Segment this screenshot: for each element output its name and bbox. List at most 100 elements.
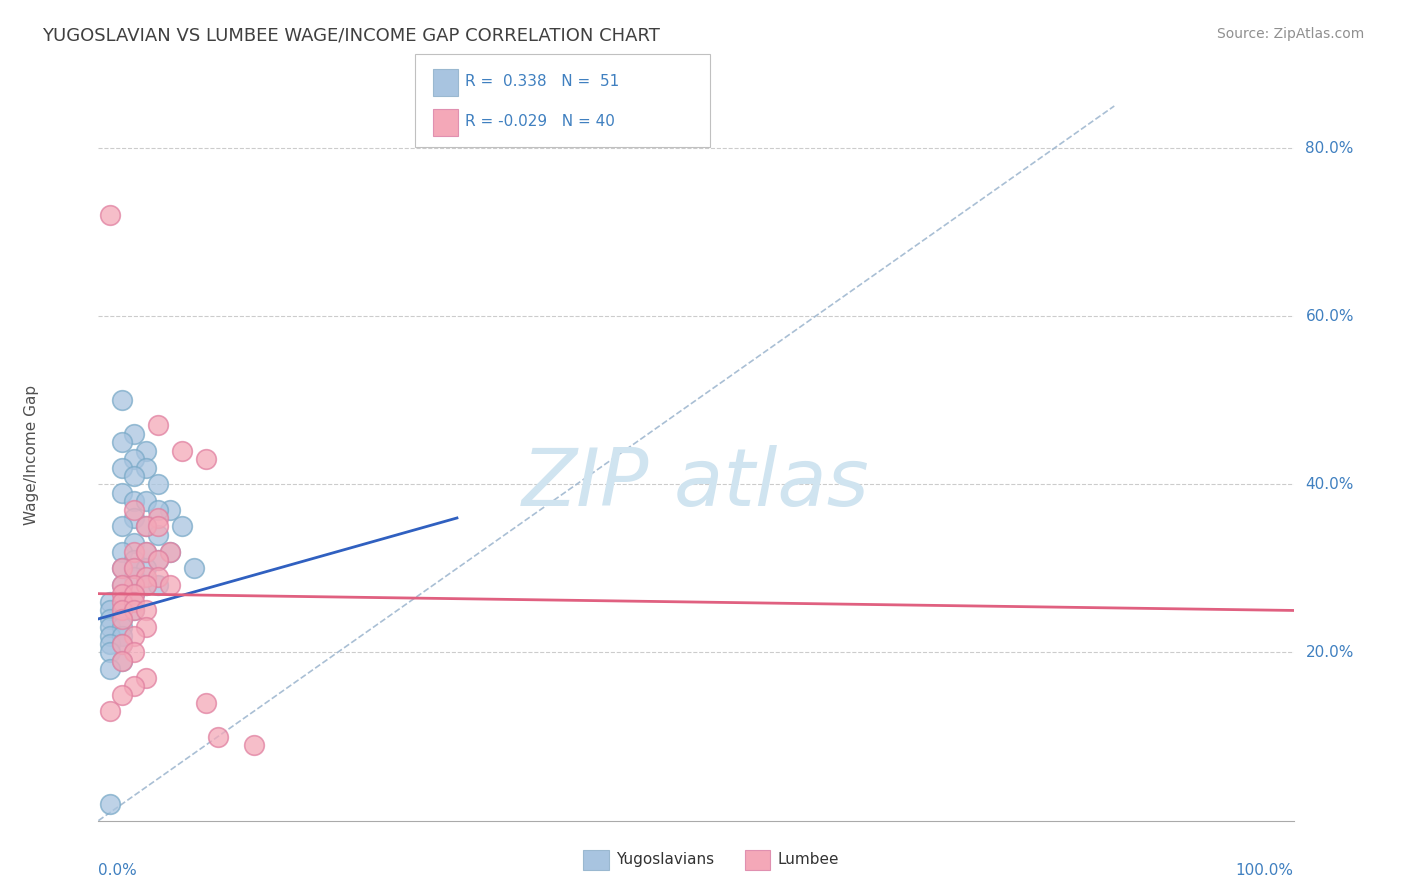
Text: 0.0%: 0.0% xyxy=(98,863,138,878)
Point xyxy=(111,595,134,609)
Text: 100.0%: 100.0% xyxy=(1236,863,1294,878)
Point xyxy=(135,578,157,592)
Text: 60.0%: 60.0% xyxy=(1305,309,1354,324)
Point xyxy=(124,544,146,558)
Point xyxy=(98,662,122,676)
Point xyxy=(135,460,157,475)
Point xyxy=(148,511,170,525)
Point xyxy=(124,603,146,617)
Point xyxy=(98,595,122,609)
Point xyxy=(148,519,170,533)
Point xyxy=(111,620,134,634)
Point xyxy=(124,553,146,567)
Point xyxy=(124,561,146,575)
Point xyxy=(124,578,146,592)
Text: YUGOSLAVIAN VS LUMBEE WAGE/INCOME GAP CORRELATION CHART: YUGOSLAVIAN VS LUMBEE WAGE/INCOME GAP CO… xyxy=(42,27,659,45)
Point xyxy=(111,637,134,651)
Text: Source: ZipAtlas.com: Source: ZipAtlas.com xyxy=(1216,27,1364,41)
Point xyxy=(111,578,134,592)
Point xyxy=(148,578,170,592)
Point xyxy=(111,561,134,575)
Point xyxy=(124,595,146,609)
Point xyxy=(124,679,146,693)
Point xyxy=(111,561,134,575)
Text: ZIP atlas: ZIP atlas xyxy=(522,445,870,524)
Point xyxy=(111,603,134,617)
Point xyxy=(111,603,134,617)
Point xyxy=(135,620,157,634)
Text: Yugoslavians: Yugoslavians xyxy=(616,853,714,867)
Point xyxy=(98,645,122,659)
Point xyxy=(135,570,157,584)
Point xyxy=(111,629,134,643)
Point xyxy=(124,645,146,659)
Point xyxy=(194,696,217,710)
Text: Wage/Income Gap: Wage/Income Gap xyxy=(24,384,39,525)
Point xyxy=(98,620,122,634)
Point xyxy=(135,544,157,558)
Point xyxy=(111,612,134,626)
Point xyxy=(124,629,146,643)
Point xyxy=(148,418,170,433)
Point xyxy=(124,511,146,525)
Text: Lumbee: Lumbee xyxy=(778,853,839,867)
Point xyxy=(172,519,194,533)
Point xyxy=(148,553,170,567)
Point xyxy=(183,561,205,575)
Point xyxy=(159,544,181,558)
Point xyxy=(148,477,170,491)
Point xyxy=(159,578,181,592)
Text: 80.0%: 80.0% xyxy=(1305,141,1354,155)
Point xyxy=(111,519,134,533)
Text: R = -0.029   N = 40: R = -0.029 N = 40 xyxy=(465,114,616,129)
Point xyxy=(111,393,134,408)
Point xyxy=(111,578,134,592)
Point xyxy=(124,469,146,483)
Point xyxy=(111,688,134,702)
Point xyxy=(135,561,157,575)
Point xyxy=(124,587,146,601)
Point xyxy=(159,544,181,558)
Point xyxy=(124,502,146,516)
Point xyxy=(194,452,217,467)
Point xyxy=(242,738,264,752)
Point xyxy=(148,528,170,542)
Point xyxy=(135,603,157,617)
Text: 40.0%: 40.0% xyxy=(1305,477,1354,491)
Point xyxy=(124,570,146,584)
Point xyxy=(124,452,146,467)
Point xyxy=(135,671,157,685)
Point xyxy=(111,485,134,500)
Point xyxy=(148,570,170,584)
Point xyxy=(111,612,134,626)
Point xyxy=(111,460,134,475)
Point xyxy=(124,426,146,441)
Point xyxy=(111,544,134,558)
Point xyxy=(135,519,157,533)
Point xyxy=(124,587,146,601)
Point xyxy=(111,435,134,450)
Point xyxy=(98,612,122,626)
Point xyxy=(124,561,146,575)
Point xyxy=(148,553,170,567)
Point xyxy=(135,519,157,533)
Point xyxy=(111,654,134,668)
Text: 20.0%: 20.0% xyxy=(1305,645,1354,660)
Point xyxy=(124,603,146,617)
Point xyxy=(111,595,134,609)
Text: R =  0.338   N =  51: R = 0.338 N = 51 xyxy=(465,74,620,89)
Point xyxy=(111,637,134,651)
Point xyxy=(135,544,157,558)
Point xyxy=(98,637,122,651)
Point xyxy=(98,797,122,811)
Point xyxy=(98,629,122,643)
Point xyxy=(148,502,170,516)
Point xyxy=(111,654,134,668)
Point xyxy=(172,443,194,458)
Point xyxy=(135,578,157,592)
Point xyxy=(124,494,146,508)
Point xyxy=(135,443,157,458)
Point xyxy=(111,587,134,601)
Point xyxy=(124,536,146,550)
Point xyxy=(207,730,229,744)
